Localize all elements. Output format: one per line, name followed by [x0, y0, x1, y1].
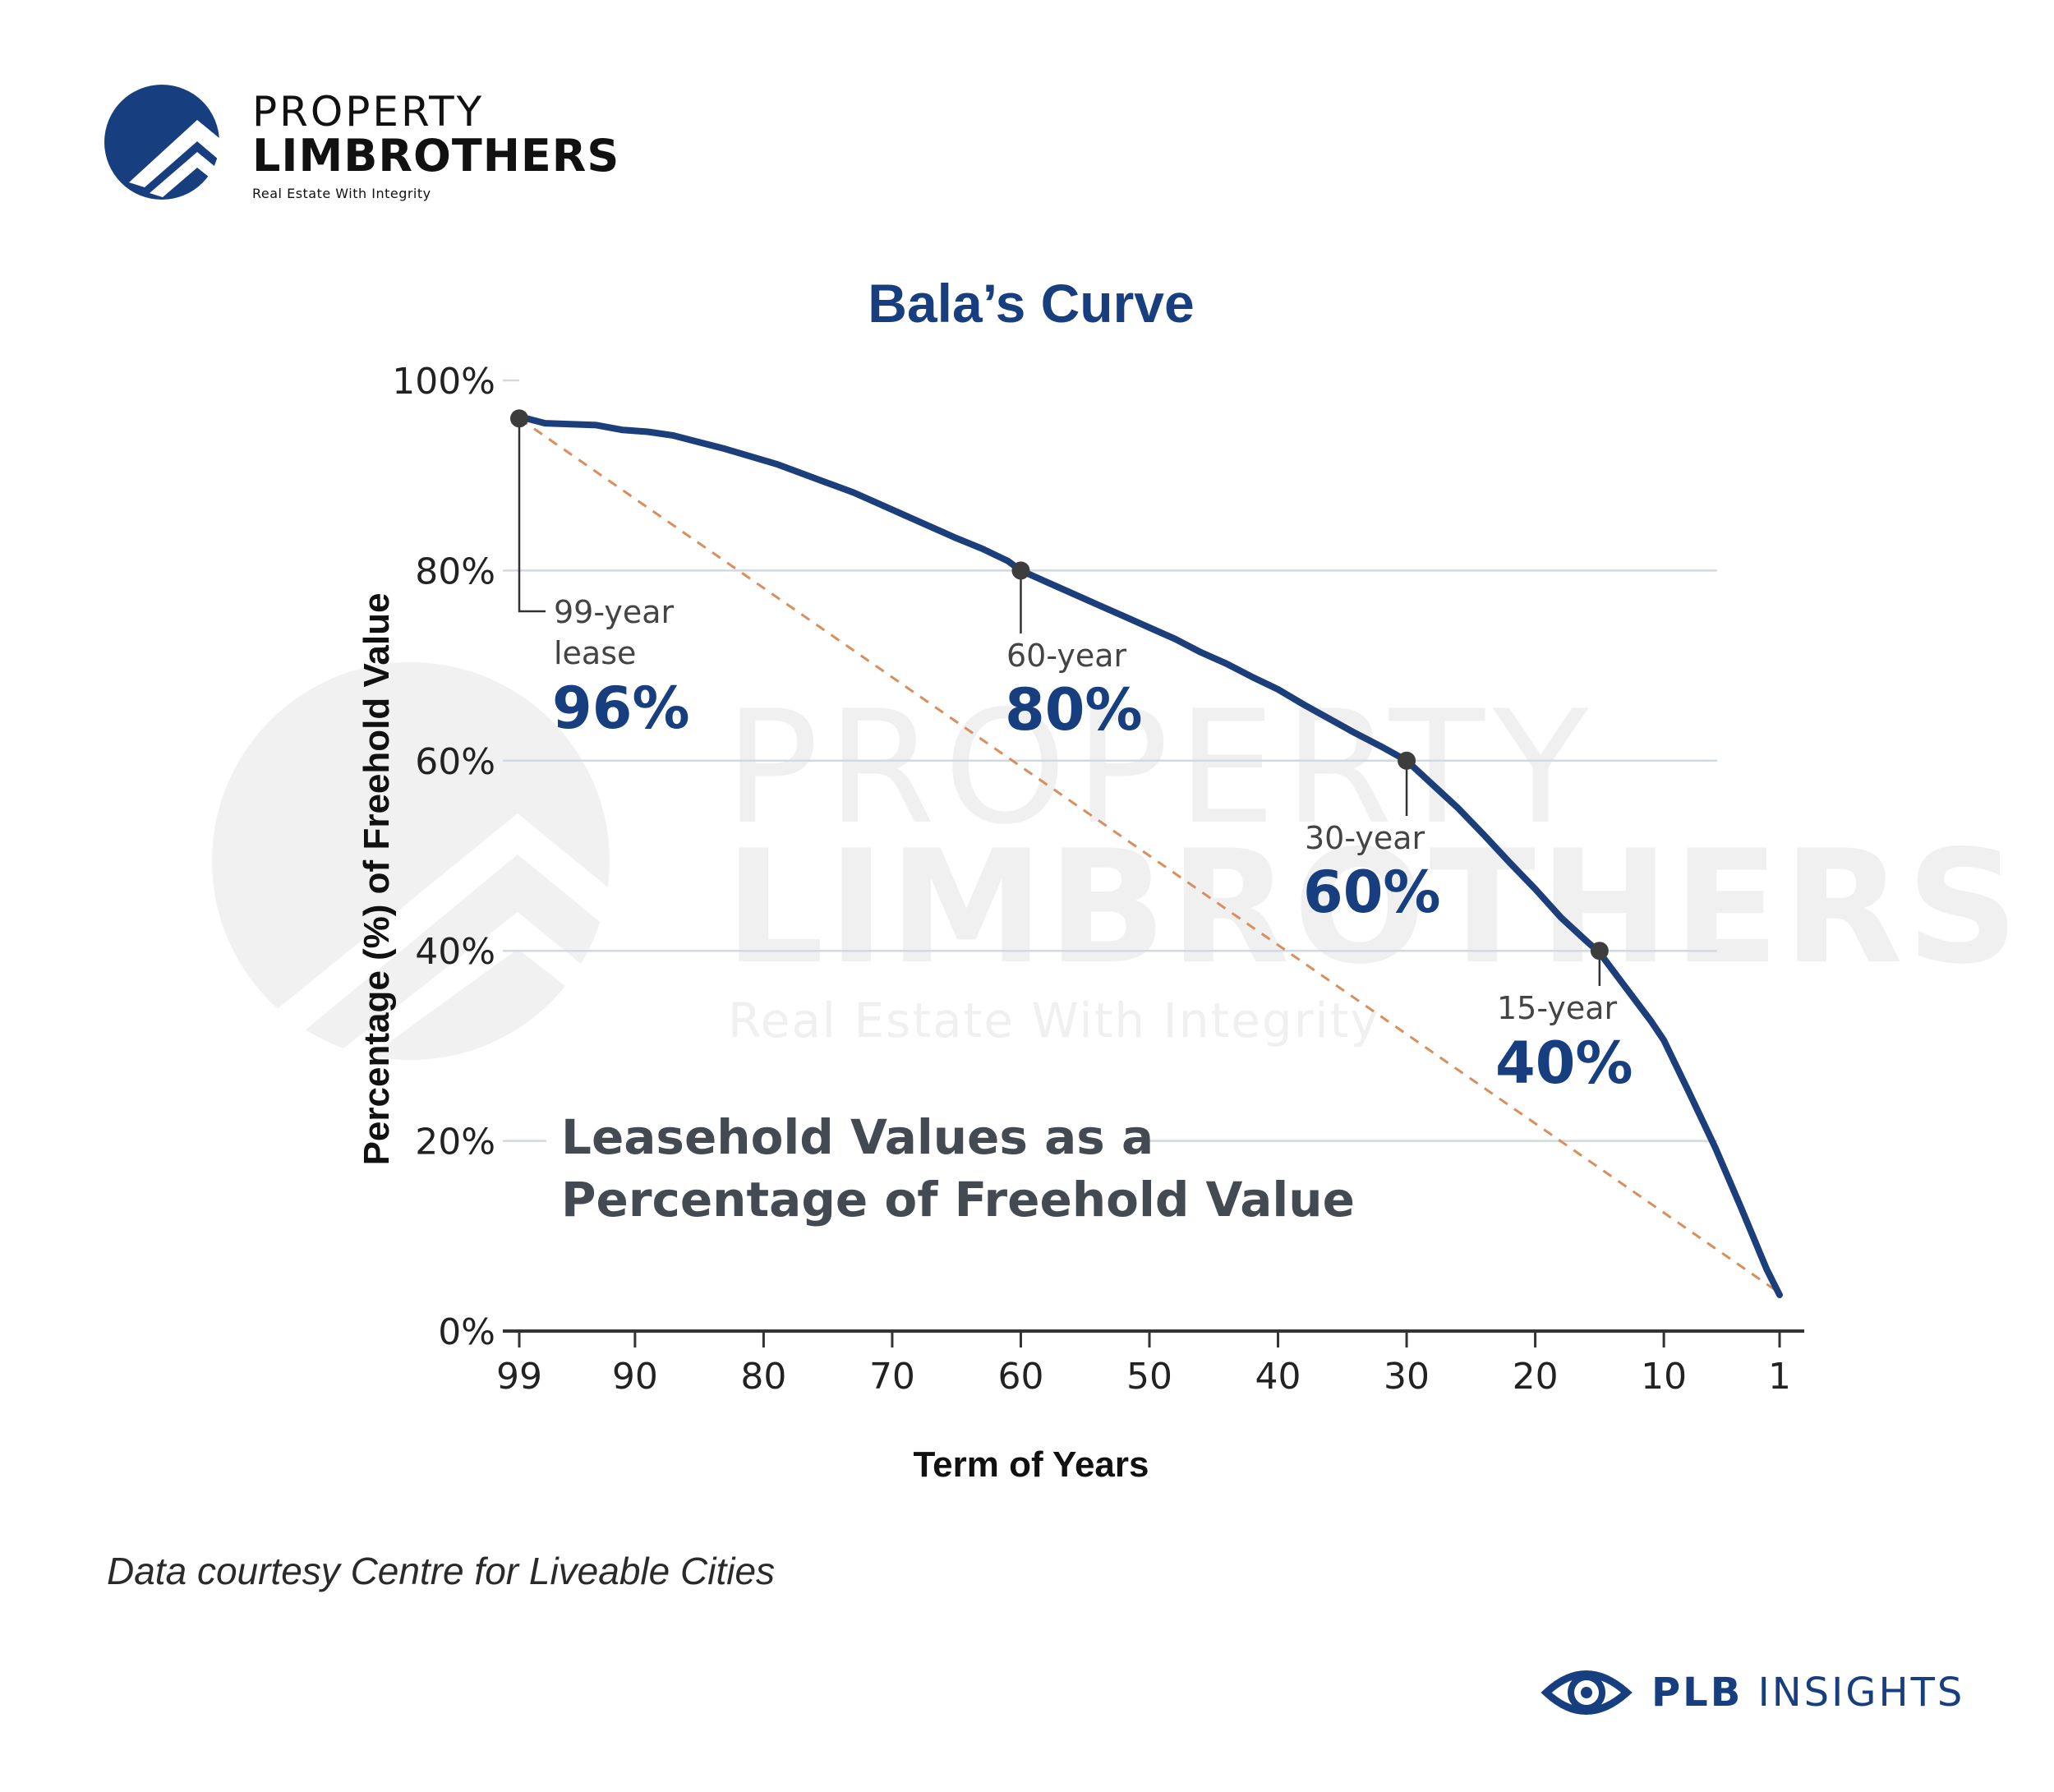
brand-line2: LIMBROTHERS: [252, 130, 620, 182]
brand-wordmark: PROPERTY LIMBROTHERS Real Estate With In…: [252, 90, 619, 201]
x-tick-label: 10: [1641, 1356, 1687, 1398]
annotation-point: [1011, 561, 1030, 580]
annotation-label: 15-year: [1497, 990, 1618, 1026]
dashed-reference-line: [518, 417, 1780, 1294]
brand-logo-mark: [104, 85, 224, 200]
brand-line1: PROPERTY: [252, 88, 485, 136]
annotation-value: 60%: [1303, 859, 1441, 926]
watermark-line2: LIMBROTHERS: [725, 817, 2022, 998]
annotation-point: [1398, 751, 1416, 770]
data-source-note: Data courtesy Centre for Liveable Cities: [107, 1550, 776, 1592]
chart-caption-line1: Leasehold Values as a: [561, 1109, 1154, 1165]
x-tick-label: 70: [869, 1356, 915, 1398]
y-axis-ticks: 0% 20% 40% 60% 80% 100%: [392, 361, 495, 1353]
x-tick-label: 20: [1513, 1356, 1559, 1398]
annotation-leader: [518, 418, 546, 613]
annotation-label: 30-year: [1305, 820, 1425, 856]
x-tick-label: 40: [1255, 1356, 1301, 1398]
x-tick-label: 80: [740, 1356, 786, 1398]
x-tick-label: 30: [1384, 1356, 1430, 1398]
watermark-line1: PROPERTY: [725, 677, 1596, 859]
y-tick-label: 80%: [415, 550, 495, 592]
chart-caption-line2: Percentage of Freehold Value: [561, 1172, 1355, 1228]
annotation-value: 96%: [552, 675, 690, 742]
y-tick-label: 20%: [415, 1122, 495, 1163]
annotation-value: 80%: [1005, 676, 1143, 744]
annotation-point: [510, 409, 528, 428]
x-tick-label: 50: [1126, 1356, 1172, 1398]
annotation-label: 99-year: [554, 594, 675, 630]
eye-icon: [1540, 1670, 1633, 1715]
y-axis-label: Percentage (%) of Freehold Value: [357, 593, 397, 1166]
chart-title: Bala’s Curve: [868, 273, 1194, 334]
x-tick-label: 99: [496, 1356, 542, 1398]
caption-backdrop: [546, 1093, 1138, 1232]
y-tick-label: 0%: [438, 1311, 495, 1353]
annotation-value: 40%: [1495, 1030, 1633, 1097]
x-tick-label: 60: [997, 1356, 1043, 1398]
plb-insights-wordmark: PLB INSIGHTS: [1651, 1670, 1964, 1716]
y-tick-label: 40%: [415, 931, 495, 973]
x-tick-label: 1: [1768, 1356, 1791, 1398]
plb-insights-rest: INSIGHTS: [1743, 1670, 1965, 1716]
annotation-label-line2: lease: [554, 635, 636, 671]
x-axis-label: Term of Years: [914, 1444, 1149, 1485]
y-tick-label: 100%: [392, 361, 495, 403]
plb-insights-bold: PLB: [1651, 1670, 1743, 1716]
watermark-tagline: Real Estate With Integrity: [728, 993, 1380, 1048]
annotation-label: 60-year: [1006, 638, 1127, 674]
brand-tagline: Real Estate With Integrity: [252, 186, 431, 201]
x-axis-ticks: 99 90 80 70 60 50 40 30 20 10 1: [496, 1331, 1791, 1398]
y-tick-label: 60%: [415, 741, 495, 783]
x-tick-label: 90: [612, 1356, 658, 1398]
annotation-point: [1590, 942, 1609, 960]
